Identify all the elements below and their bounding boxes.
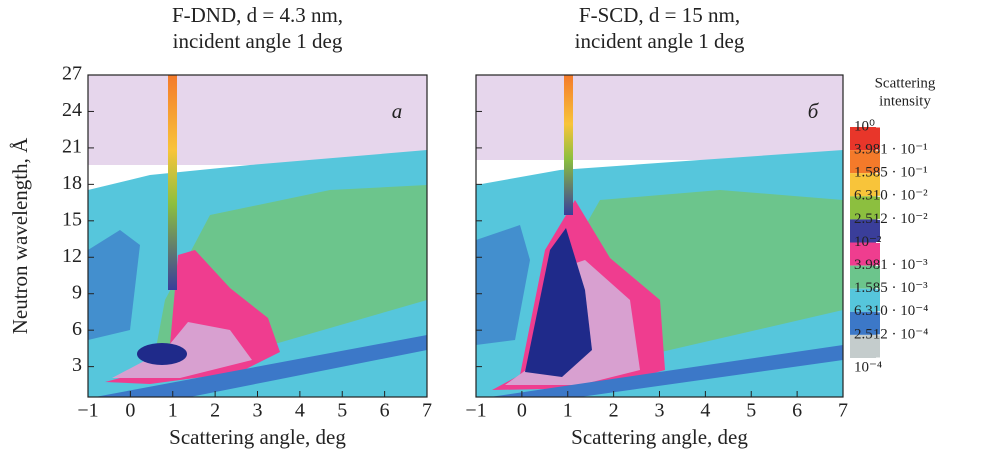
panel-label: a (392, 99, 403, 123)
colorbar-tick-label: 3.981 · 10⁻³ (854, 257, 928, 273)
colorbar-title: intensity (879, 93, 931, 109)
colorbar-band (850, 219, 880, 243)
y-tick-label: 3 (72, 354, 82, 376)
y-tick-label: 24 (62, 99, 82, 121)
colorbar-tick-label: 6.310 · 10⁻⁴ (854, 303, 928, 319)
colorbar-tick-label: 2.512 · 10⁻⁴ (854, 326, 928, 342)
chart-title: incident angle 1 deg (575, 29, 745, 53)
chart-title: incident angle 1 deg (173, 29, 343, 53)
colorbar-tick-label: 10⁻⁴ (854, 359, 882, 375)
colorbar-tick-label: 10⁻² (854, 234, 882, 250)
y-tick-label: 12 (62, 245, 82, 267)
colorbar-tick-label: 6.310 · 10⁻² (854, 188, 928, 204)
y-tick-label: 27 (62, 63, 82, 85)
colorbar-tick-label: 2.512 · 10⁻² (854, 211, 928, 227)
panel-label: б (808, 99, 820, 123)
x-tick-label: 6 (380, 400, 390, 422)
colorbar-band (850, 127, 880, 151)
chart-title: F-SCD, d = 15 nm, (579, 3, 740, 27)
y-tick-label: 21 (62, 135, 82, 157)
x-tick-label: −1 (465, 400, 486, 422)
y-tick-label: 6 (72, 318, 82, 340)
x-tick-label: 5 (746, 400, 756, 422)
chart-title: F-DND, d = 4.3 nm, (172, 3, 343, 27)
y-tick-label: 15 (62, 208, 82, 230)
x-axis-label: Scattering angle, deg (169, 425, 346, 449)
colorbar-band (850, 173, 880, 197)
colorbar-band (850, 265, 880, 289)
colorbar-band (850, 150, 880, 174)
x-tick-label: 2 (210, 400, 220, 422)
colorbar-band (850, 288, 880, 312)
x-tick-label: 0 (517, 400, 527, 422)
colorbar-tick-label: 10⁰ (854, 118, 875, 134)
x-tick-label: 6 (792, 400, 802, 422)
x-tick-label: 2 (609, 400, 619, 422)
x-axis-label: Scattering angle, deg (571, 425, 748, 449)
x-tick-label: 3 (655, 400, 665, 422)
x-tick-label: 7 (422, 400, 432, 422)
colorbar-title: Scattering (875, 75, 936, 91)
x-tick-label: 4 (700, 400, 710, 422)
colorbar-tick-label: 3.981 · 10⁻¹ (854, 142, 928, 158)
x-tick-label: 4 (295, 400, 305, 422)
colorbar-band (850, 242, 880, 266)
x-tick-label: −1 (77, 400, 98, 422)
heatmap-image (476, 75, 843, 397)
y-tick-label: 9 (72, 281, 82, 303)
colorbar-tick-label: 1.585 · 10⁻³ (854, 280, 928, 296)
x-tick-label: 3 (253, 400, 263, 422)
x-tick-label: 5 (337, 400, 347, 422)
y-axis-label: Neutron wavelength, Å (8, 137, 32, 334)
x-tick-label: 1 (563, 400, 573, 422)
heatmap-image (88, 75, 427, 397)
x-tick-label: 7 (838, 400, 848, 422)
x-tick-label: 0 (125, 400, 135, 422)
x-tick-label: 1 (168, 400, 178, 422)
colorbar-band (850, 311, 880, 335)
colorbar-band (850, 334, 880, 358)
y-tick-label: 18 (62, 172, 82, 194)
colorbar-tick-label: 1.585 · 10⁻¹ (854, 165, 928, 181)
colorbar-band (850, 196, 880, 220)
